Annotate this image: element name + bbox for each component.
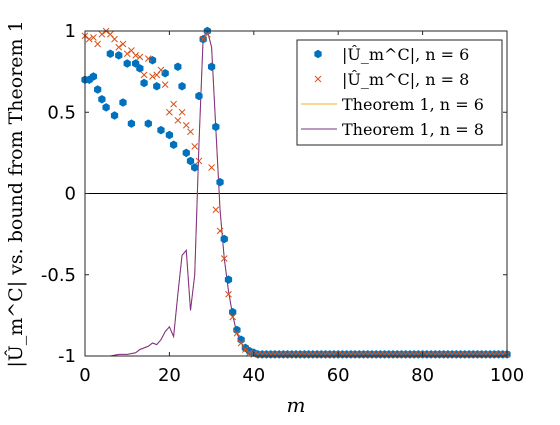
data-point-n8 xyxy=(178,108,186,116)
data-point-n8 xyxy=(170,100,177,108)
y-tick-label: 1 xyxy=(65,21,76,42)
y-tick-label: 0 xyxy=(65,184,76,205)
x-tick-label: 20 xyxy=(158,365,181,386)
x-tick-label: 0 xyxy=(79,365,90,386)
data-point-n8 xyxy=(136,53,144,61)
data-point-n8 xyxy=(166,108,173,116)
data-point-n6 xyxy=(178,82,186,91)
data-point-n8 xyxy=(208,164,215,171)
data-point-n6 xyxy=(110,111,119,120)
data-point-n6 xyxy=(123,59,131,68)
x-axis-label: m xyxy=(287,393,306,417)
data-point-n6 xyxy=(94,85,102,94)
legend-label-bound-n6: Theorem 1, n = 6 xyxy=(342,95,484,114)
data-point-n6 xyxy=(157,125,165,135)
data-point-n8 xyxy=(187,128,194,136)
data-point-n6 xyxy=(119,98,127,107)
data-point-n6 xyxy=(207,62,216,71)
data-point-n8 xyxy=(85,35,93,43)
data-point-n6 xyxy=(89,72,98,81)
data-point-n8 xyxy=(98,30,106,38)
data-point-n6 xyxy=(182,148,190,158)
data-point-n8 xyxy=(94,40,102,48)
x-tick-label: 40 xyxy=(242,365,265,386)
data-point-n8 xyxy=(191,143,199,150)
data-point-n8 xyxy=(216,227,224,235)
data-point-n8 xyxy=(212,206,220,214)
data-point-n8 xyxy=(229,313,237,321)
legend-label-n6-markers: |Û_m^C|, n = 6 xyxy=(342,44,469,64)
data-point-n6 xyxy=(220,234,228,244)
data-point-n8 xyxy=(119,40,127,48)
data-point-n6 xyxy=(165,130,174,140)
y-tick-label: -1 xyxy=(58,346,76,367)
data-point-n8 xyxy=(115,43,123,51)
legend-label-n8-markers: |Û_m^C|, n = 8 xyxy=(342,69,469,89)
data-point-n6 xyxy=(148,56,157,65)
data-point-n6 xyxy=(115,51,123,60)
data-point-n6 xyxy=(229,307,237,317)
data-point-n6 xyxy=(195,91,203,101)
data-point-n6 xyxy=(161,69,169,78)
data-point-n6 xyxy=(224,275,233,284)
x-tick-label: 100 xyxy=(490,365,524,386)
data-point-n8 xyxy=(149,73,156,80)
data-point-n6 xyxy=(216,177,224,187)
data-point-n8 xyxy=(242,346,249,353)
ticks-layer: 0 20 40 60 80 100 -1 -0.5 0 0.5 1 xyxy=(41,21,524,386)
data-point-n8 xyxy=(90,34,97,41)
data-point-n8 xyxy=(220,255,228,262)
data-point-n8 xyxy=(174,117,182,124)
legend: |Û_m^C|, n = 6 |Û_m^C|, n = 8 Theorem 1,… xyxy=(296,39,503,146)
data-point-n6 xyxy=(153,82,161,91)
data-point-n8 xyxy=(140,71,148,79)
data-point-n8 xyxy=(225,290,232,298)
data-point-n6 xyxy=(186,156,195,166)
legend-symbols xyxy=(301,49,337,130)
x-tick-label: 80 xyxy=(411,365,434,386)
legend-symbol-n8-markers xyxy=(314,75,322,83)
data-point-n6 xyxy=(98,95,106,104)
legend-label-bound-n8: Theorem 1, n = 8 xyxy=(342,120,484,139)
data-point-n8 xyxy=(182,121,190,129)
data-point-n8 xyxy=(204,30,211,38)
data-point-n6 xyxy=(212,122,220,132)
data-point-n8 xyxy=(123,50,131,58)
data-point-n8 xyxy=(132,52,139,59)
data-point-n6 xyxy=(136,64,144,73)
data-point-n8 xyxy=(246,349,253,357)
data-point-n8 xyxy=(111,35,118,43)
y-axis-label: |Û_m^C| vs. bound from Theorem 1 xyxy=(4,20,27,367)
data-point-n8 xyxy=(195,157,203,165)
data-point-n8 xyxy=(144,55,152,62)
data-point-n6 xyxy=(127,119,136,128)
data-point-n6 xyxy=(106,49,114,58)
data-point-n8 xyxy=(237,339,245,347)
data-point-n6 xyxy=(169,140,178,149)
data-point-n8 xyxy=(157,66,165,74)
x-tick-label: 60 xyxy=(327,365,350,386)
data-point-n6 xyxy=(144,119,152,128)
data-point-n6 xyxy=(102,103,110,112)
y-tick-label: -0.5 xyxy=(41,265,76,286)
legend-symbol-n6-markers xyxy=(314,49,322,59)
y-tick-label: 0.5 xyxy=(47,102,76,123)
data-point-n6 xyxy=(174,62,182,71)
data-point-n8 xyxy=(233,329,241,337)
data-point-n6 xyxy=(140,78,148,88)
data-point-n6 xyxy=(191,163,199,172)
legend-box xyxy=(296,39,503,146)
data-point-n8 xyxy=(161,81,169,88)
